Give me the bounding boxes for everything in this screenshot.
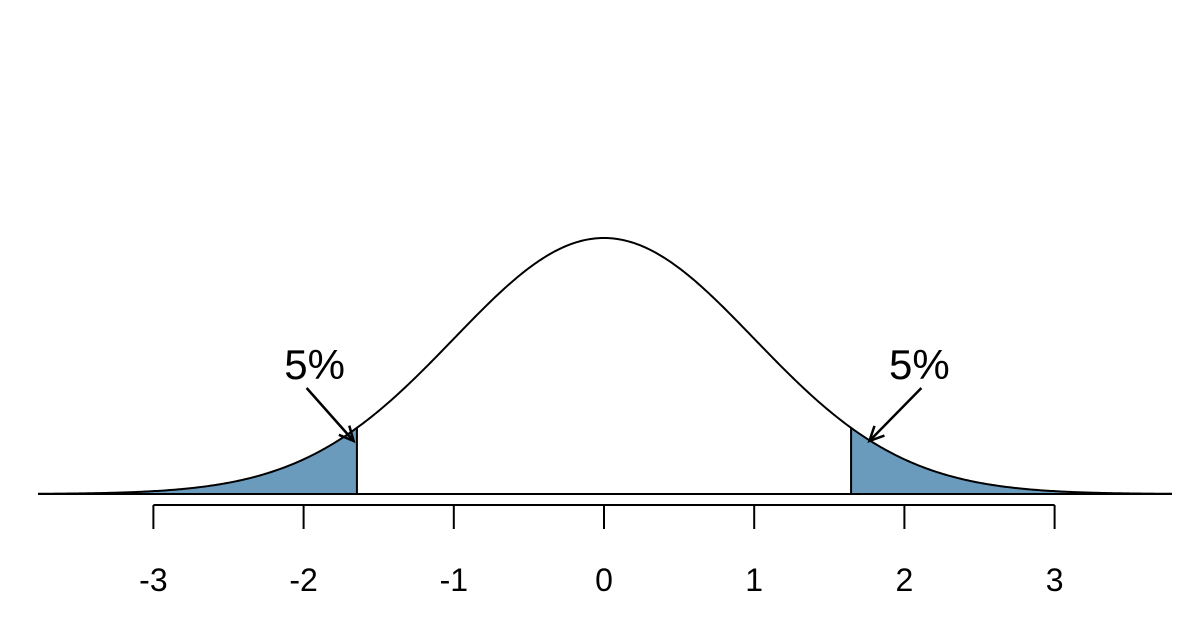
shaded-tail-regions xyxy=(38,427,1172,494)
annotation-arrowhead-1 xyxy=(867,425,885,444)
annotations: 5% 5% xyxy=(284,341,950,444)
shaded-region-0 xyxy=(38,427,357,494)
annotation-label-1: 5% xyxy=(889,341,950,388)
x-tick-label-1: -2 xyxy=(289,562,317,598)
shaded-region-1 xyxy=(851,427,1172,494)
x-tick-label-6: 3 xyxy=(1046,562,1064,598)
annotation-arrow-shaft-1 xyxy=(868,387,923,442)
x-tick-label-2: -1 xyxy=(440,562,468,598)
x-tick-label-0: -3 xyxy=(139,562,167,598)
annotation-arrow-shaft-0 xyxy=(305,387,355,442)
annotation-arrowhead-0 xyxy=(338,425,356,444)
x-tick-label-3: 0 xyxy=(595,562,613,598)
x-tick-label-5: 2 xyxy=(896,562,914,598)
density-curve xyxy=(37,236,1173,495)
annotation-label-0: 5% xyxy=(284,341,345,388)
x-axis: -3 -2 -1 0 1 2 3 xyxy=(139,504,1064,598)
x-tick-label-4: 1 xyxy=(745,562,763,598)
